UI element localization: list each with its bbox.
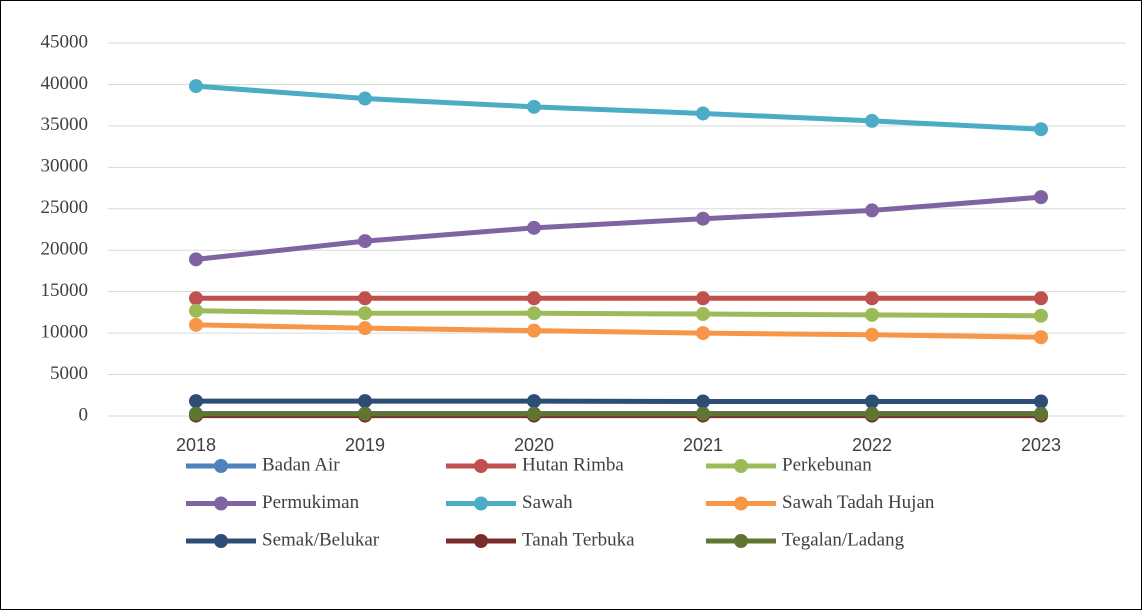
legend-swatch-marker — [214, 459, 228, 473]
legend-swatch-marker — [734, 496, 748, 511]
data-point — [358, 291, 372, 306]
series-line — [195, 308, 1042, 319]
data-point — [865, 394, 879, 409]
y-tick-label: 35000 — [41, 114, 89, 135]
series-line — [195, 194, 1042, 262]
y-tick-label: 15000 — [41, 280, 89, 301]
x-tick-label: 2019 — [345, 435, 385, 455]
data-point — [865, 113, 879, 128]
data-point — [358, 234, 372, 249]
data-point — [865, 203, 879, 218]
data-point — [527, 291, 541, 306]
data-point — [189, 394, 203, 409]
data-point — [358, 91, 372, 106]
data-point — [527, 220, 541, 235]
data-point — [696, 106, 710, 121]
legend-label: Tegalan/Ladang — [782, 529, 905, 550]
legend-swatch-marker — [214, 534, 228, 548]
data-point — [1034, 308, 1048, 323]
data-point — [696, 211, 710, 226]
data-point — [696, 307, 710, 322]
y-tick-label: 0 — [79, 404, 89, 425]
data-point — [696, 326, 710, 341]
x-tick-label: 2023 — [1021, 435, 1061, 455]
data-point — [696, 291, 710, 306]
data-point — [865, 307, 879, 322]
series-line — [195, 322, 1042, 340]
data-point — [1034, 394, 1048, 409]
y-tick-label: 40000 — [41, 73, 89, 94]
y-tick-label: 45000 — [41, 31, 89, 52]
data-point — [358, 394, 372, 409]
data-point — [527, 323, 541, 338]
data-point — [1034, 190, 1048, 205]
data-point — [527, 406, 541, 421]
data-point — [189, 303, 203, 318]
data-point — [189, 79, 203, 94]
legend-swatch-marker — [734, 459, 748, 473]
legend-swatch-marker — [214, 496, 228, 511]
data-point — [1034, 406, 1048, 421]
data-point — [358, 306, 372, 321]
y-tick-label: 10000 — [41, 321, 89, 342]
y-tick-label: 30000 — [41, 156, 89, 177]
data-point — [527, 306, 541, 321]
legend-label: Sawah Tadah Hujan — [782, 492, 935, 513]
data-point — [865, 327, 879, 342]
data-point — [865, 406, 879, 421]
data-point — [189, 291, 203, 306]
x-tick-label: 2021 — [683, 435, 723, 455]
y-tick-label: 20000 — [41, 239, 89, 260]
legend-label: Permukiman — [262, 492, 360, 513]
legend-label: Hutan Rimba — [522, 454, 624, 475]
y-tick-label: 5000 — [50, 363, 88, 384]
x-tick-label: 2022 — [852, 435, 892, 455]
legend-label: Semak/Belukar — [262, 529, 380, 550]
data-point — [865, 291, 879, 306]
legend-label: Badan Air — [262, 454, 340, 475]
legend-label: Sawah — [522, 492, 573, 513]
data-point — [189, 252, 203, 267]
x-tick-label: 2018 — [176, 435, 216, 455]
legend-swatch-marker — [474, 496, 488, 511]
data-point — [189, 406, 203, 421]
legend-swatch-marker — [474, 459, 488, 473]
data-point — [527, 99, 541, 114]
data-point — [189, 317, 203, 332]
y-tick-label: 25000 — [41, 197, 89, 218]
data-point — [1034, 330, 1048, 345]
legend-swatch-marker — [474, 534, 488, 548]
data-point — [358, 406, 372, 421]
legend-label: Perkebunan — [782, 454, 872, 475]
x-tick-label: 2020 — [514, 435, 554, 455]
data-point — [696, 406, 710, 421]
series-line — [195, 83, 1042, 132]
data-point — [696, 394, 710, 409]
data-point — [358, 321, 372, 336]
legend-label: Tanah Terbuka — [522, 529, 635, 550]
data-point — [1034, 122, 1048, 137]
legend-swatch-marker — [734, 534, 748, 548]
data-point — [527, 394, 541, 409]
data-point — [1034, 291, 1048, 306]
